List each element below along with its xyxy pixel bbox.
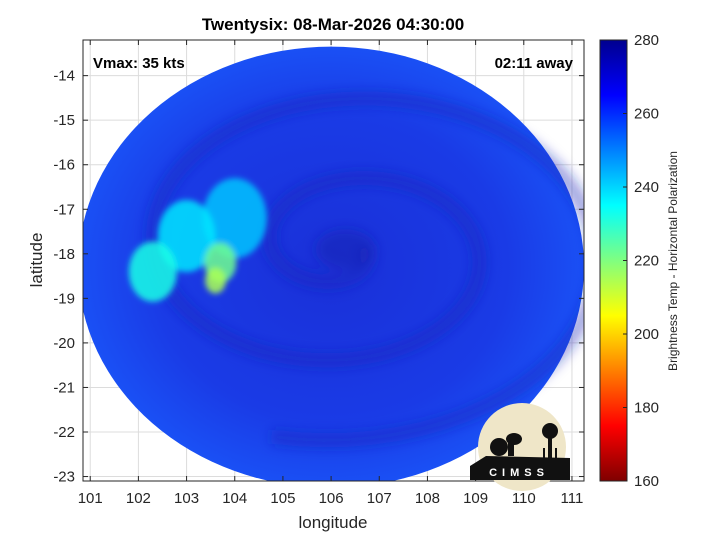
x-axis-ticks: 101 102 103 104 105 106 107 108 109 110 111	[78, 40, 584, 507]
spiral-band	[145, 91, 584, 448]
colorbar-tick-label: 180	[634, 400, 659, 417]
colorbar-tick-label: 160	[634, 473, 659, 490]
y-tick-label: -20	[53, 335, 75, 352]
x-tick-label: 106	[319, 490, 344, 507]
x-tick-label: 108	[415, 490, 440, 507]
y-tick-label: -15	[53, 112, 75, 129]
vmax-annotation: Vmax: 35 kts	[93, 55, 185, 72]
warm-patch	[202, 178, 267, 259]
colorbar-label: Brightness Temp - Horizontal Polarizatio…	[666, 151, 680, 371]
storm-spiral-bands	[145, 91, 584, 448]
y-tick-label: -21	[53, 379, 75, 396]
warm-convection-patches	[128, 178, 267, 302]
x-tick-label: 103	[174, 490, 199, 507]
x-axis-label: longitude	[298, 513, 367, 532]
colorbar-tick-label: 220	[634, 253, 659, 270]
colorbar-tick-label: 280	[634, 32, 659, 49]
storm-core	[315, 229, 376, 270]
colorbar-tick-label: 240	[634, 179, 659, 196]
y-tick-label: -14	[53, 68, 75, 85]
y-tick-label: -23	[53, 469, 75, 486]
y-tick-label: -16	[53, 157, 75, 174]
x-tick-label: 105	[270, 490, 295, 507]
colorbar-tick-label: 260	[634, 106, 659, 123]
y-tick-label: -17	[53, 201, 75, 218]
axes-frame	[82, 39, 585, 482]
x-tick-label: 110	[512, 490, 536, 507]
warm-patch	[205, 267, 226, 294]
colorbar	[599, 39, 628, 482]
cimss-logo: CIMSS	[470, 403, 570, 491]
x-tick-label: 107	[367, 490, 392, 507]
y-axis-ticks: -14 -15 -16 -17 -18 -19 -20 -21 -22 -23	[53, 68, 584, 486]
colorbar-ticks: 280 260 240 220 200 180 160	[623, 32, 659, 490]
x-tick-label: 101	[78, 490, 103, 507]
x-tick-label: 102	[126, 490, 151, 507]
cimss-logo-text: CIMSS	[489, 467, 549, 479]
y-tick-label: -18	[53, 246, 75, 263]
x-tick-label: 104	[222, 490, 247, 507]
y-tick-label: -22	[53, 424, 75, 441]
x-tick-label: 111	[561, 490, 584, 507]
warm-patch	[128, 241, 177, 302]
y-axis-label: latitude	[27, 233, 46, 288]
y-tick-label: -19	[53, 290, 75, 307]
colorbar-tick-label: 200	[634, 326, 659, 343]
time-away-annotation: 02:11 away	[495, 55, 574, 72]
x-tick-label: 109	[463, 490, 488, 507]
chart-title: Twentysix: 08-Mar-2026 04:30:00	[202, 15, 464, 34]
